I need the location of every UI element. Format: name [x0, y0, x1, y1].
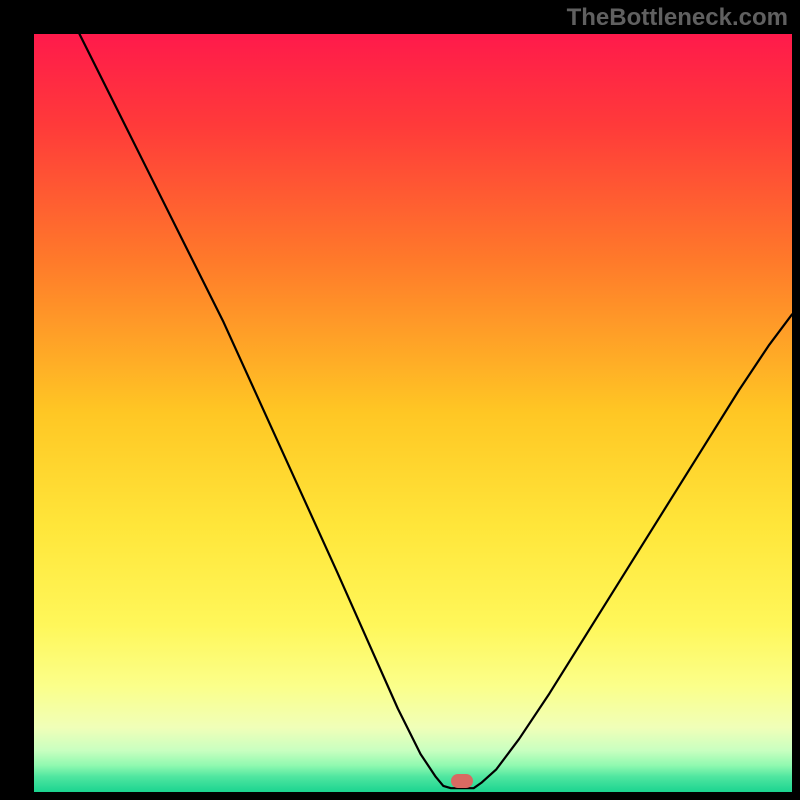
bottleneck-chart: TheBottleneck.com [0, 0, 800, 800]
gradient-background [34, 34, 792, 792]
optimum-marker [451, 774, 473, 788]
plot-area [34, 34, 792, 792]
watermark-text: TheBottleneck.com [567, 4, 788, 32]
